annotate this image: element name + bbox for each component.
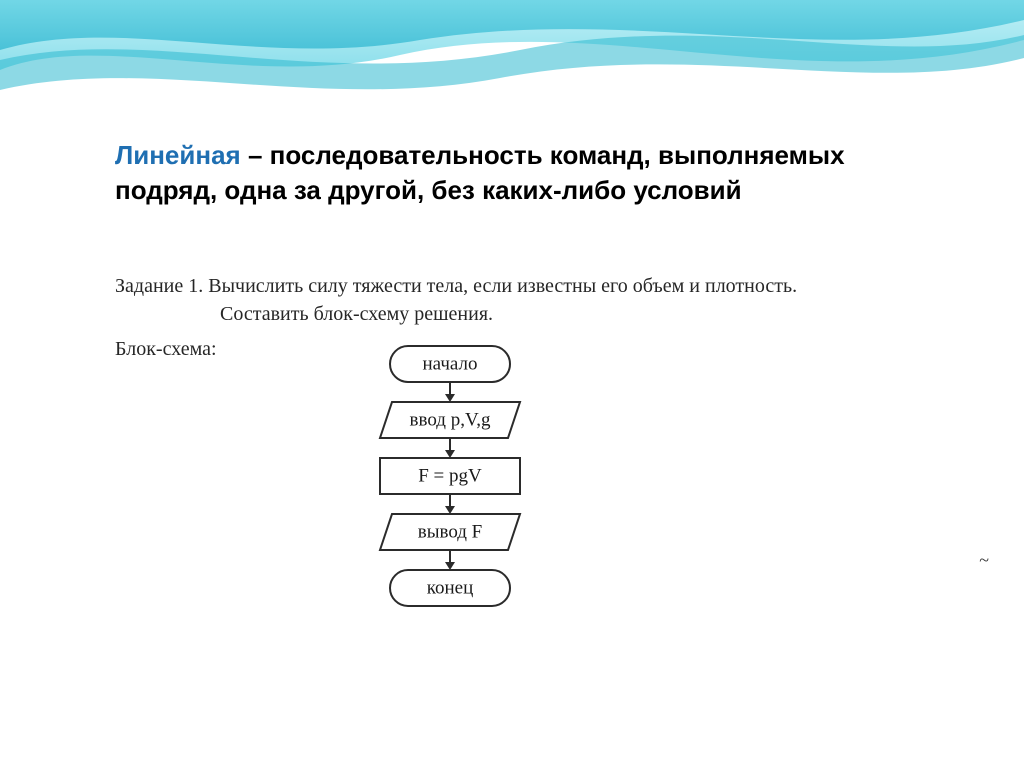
svg-text:конец: конец [427,578,474,599]
task-line-1: Задание 1. Вычислить силу тяжести тела, … [115,275,797,297]
svg-text:ввод p,V,g: ввод p,V,g [410,410,491,431]
svg-text:F = pgV: F = pgV [418,466,482,487]
svg-text:вывод F: вывод F [418,522,483,543]
wave-background [0,0,1024,160]
block-scheme-label: Блок-схема: [115,338,217,361]
tilde-mark: ~ [979,550,989,571]
flowchart: начало ввод p,V,g F = pgV вывод F конец [340,342,560,612]
svg-text:начало: начало [423,354,478,375]
definition-text: Линейная – последовательность команд, вы… [115,138,875,208]
task-text: Задание 1. Вычислить силу тяжести тела, … [115,272,935,328]
definition-term: Линейная [115,140,241,170]
task-line-2: Составить блок-схему решения. [115,300,935,328]
